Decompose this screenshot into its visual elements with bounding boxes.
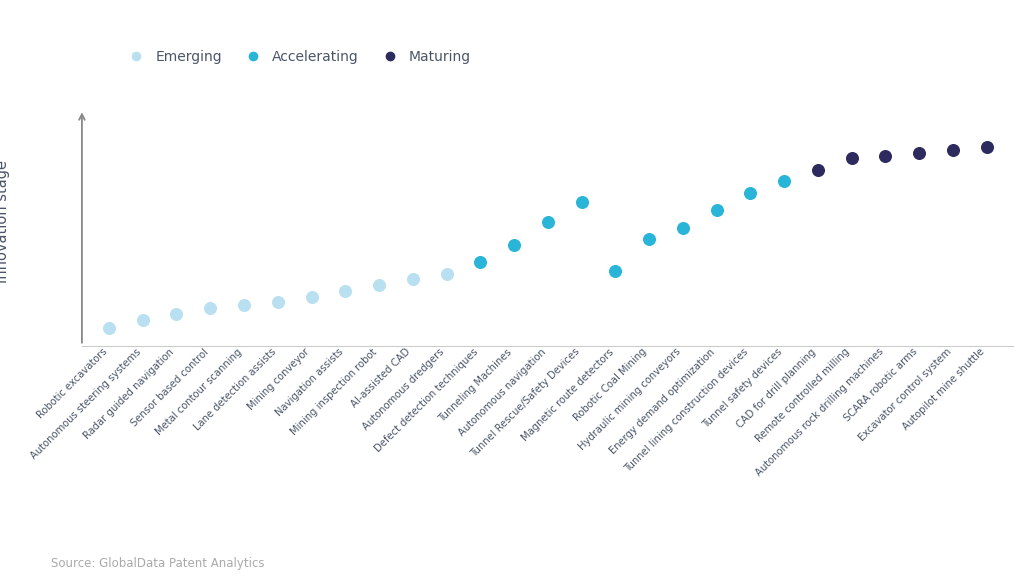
Legend: Emerging, Accelerating, Maturing: Emerging, Accelerating, Maturing: [117, 44, 477, 70]
Text: Innovation stage: Innovation stage: [0, 160, 10, 283]
Text: Remote controlled milling: Remote controlled milling: [754, 347, 852, 445]
Text: Mining inspection robot: Mining inspection robot: [289, 347, 379, 437]
Text: CAD for drill planning: CAD for drill planning: [735, 347, 818, 430]
Text: Mining conveyor: Mining conveyor: [246, 347, 311, 412]
Point: [911, 148, 928, 157]
Text: Robotic Coal Mining: Robotic Coal Mining: [572, 347, 649, 423]
Text: Defect detection techniques: Defect detection techniques: [373, 347, 480, 454]
Text: Excavator control system: Excavator control system: [856, 347, 953, 443]
Text: Autonomous rock drilling machines: Autonomous rock drilling machines: [754, 347, 886, 479]
Point: [675, 223, 691, 232]
Text: SCARA robotic arms: SCARA robotic arms: [842, 347, 920, 424]
Text: Tunnel Rescue/Safety Devices: Tunnel Rescue/Safety Devices: [469, 347, 582, 460]
Text: Autonomous navigation: Autonomous navigation: [457, 347, 548, 438]
Text: Autonomous dredgers: Autonomous dredgers: [361, 347, 446, 432]
Point: [945, 145, 962, 154]
Text: Navigation assists: Navigation assists: [273, 347, 345, 418]
Point: [202, 304, 218, 313]
Text: AI-assisted CAD: AI-assisted CAD: [350, 347, 413, 410]
Text: Lane detection assists: Lane detection assists: [191, 347, 278, 433]
Text: Metal contour scanning: Metal contour scanning: [154, 347, 244, 437]
Text: Tunnel safety devices: Tunnel safety devices: [700, 347, 784, 430]
Text: Tunnel lining construction devices: Tunnel lining construction devices: [624, 347, 751, 474]
Point: [134, 315, 151, 324]
Point: [607, 266, 624, 275]
Point: [303, 292, 319, 301]
Point: [438, 269, 455, 278]
Point: [573, 197, 590, 206]
Point: [844, 154, 860, 163]
Point: [979, 142, 995, 151]
Point: [641, 234, 657, 244]
Point: [472, 257, 488, 267]
Point: [878, 151, 894, 160]
Point: [236, 301, 252, 310]
Text: Robotic excavators: Robotic excavators: [35, 347, 109, 420]
Text: Autonomous steering systems: Autonomous steering systems: [29, 347, 142, 461]
Point: [540, 217, 556, 226]
Text: Radar guided navigation: Radar guided navigation: [82, 347, 176, 441]
Point: [269, 298, 286, 307]
Text: Autopilot mine shuttle: Autopilot mine shuttle: [901, 347, 987, 433]
Point: [810, 165, 826, 175]
Text: Energy demand optimization: Energy demand optimization: [607, 347, 717, 456]
Point: [709, 206, 725, 215]
Point: [100, 324, 117, 333]
Text: Source: GlobalData Patent Analytics: Source: GlobalData Patent Analytics: [51, 557, 264, 570]
Point: [168, 309, 184, 319]
Text: Hydraulic mining conveyors: Hydraulic mining conveyors: [578, 347, 683, 453]
Point: [371, 281, 387, 290]
Point: [776, 177, 793, 186]
Point: [506, 240, 522, 249]
Text: Tunneling Machines: Tunneling Machines: [437, 347, 514, 423]
Point: [337, 286, 353, 295]
Text: Sensor based control: Sensor based control: [129, 347, 210, 428]
Point: [742, 188, 759, 198]
Text: Magnetic route detectors: Magnetic route detectors: [519, 347, 615, 442]
Point: [404, 275, 421, 284]
